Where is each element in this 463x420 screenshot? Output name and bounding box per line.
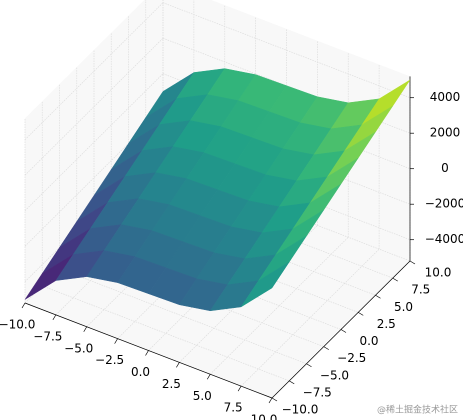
x-tick-label: 2.5 bbox=[162, 377, 181, 391]
z-tick-label: −4000 bbox=[425, 232, 463, 246]
z-tick-label: 2000 bbox=[430, 126, 461, 140]
x-tick-label: 0.0 bbox=[131, 365, 150, 379]
y-tick bbox=[358, 312, 364, 316]
grid-line bbox=[128, 199, 376, 296]
z-tick-label: −2000 bbox=[425, 197, 463, 211]
x-tick bbox=[145, 350, 149, 356]
grid-line bbox=[162, 108, 411, 205]
y-tick bbox=[375, 294, 381, 299]
y-tick bbox=[271, 397, 278, 402]
x-tick bbox=[52, 314, 57, 321]
y-tick bbox=[323, 346, 329, 350]
grid-line bbox=[145, 182, 393, 279]
x-tick-label: −2.5 bbox=[95, 353, 124, 367]
grid-line bbox=[162, 165, 411, 262]
grid-line bbox=[59, 268, 307, 365]
x-tick-label: 5.0 bbox=[193, 389, 212, 403]
x-tick bbox=[268, 397, 273, 404]
x-tick bbox=[237, 385, 242, 392]
y-tick bbox=[289, 380, 295, 385]
x-tick-label: −10.0 bbox=[0, 318, 35, 332]
y-tick bbox=[392, 277, 398, 282]
z-tick-label: 0 bbox=[441, 161, 449, 175]
x-tick bbox=[21, 302, 26, 309]
z-tick-label: 4000 bbox=[430, 90, 461, 104]
grid-line bbox=[162, 73, 411, 170]
y-tick-label: 5.0 bbox=[394, 300, 413, 314]
grid-line bbox=[76, 251, 324, 347]
y-tick-label: −10.0 bbox=[282, 403, 319, 417]
grid-line bbox=[162, 2, 411, 99]
grid-line bbox=[42, 285, 290, 382]
y-tick-label: 7.5 bbox=[411, 283, 430, 297]
y-tick-label: −2.5 bbox=[337, 351, 366, 365]
watermark: @稀土掘金技术社区 bbox=[377, 404, 458, 416]
x-tick bbox=[206, 374, 211, 380]
y-tick-label: 0.0 bbox=[359, 334, 378, 348]
y-tick-label: 2.5 bbox=[377, 317, 396, 331]
y-tick-label: −7.5 bbox=[303, 385, 332, 399]
y-tick bbox=[340, 329, 347, 333]
x-tick-label: −7.5 bbox=[33, 329, 62, 343]
x-tick bbox=[114, 338, 118, 344]
x-tick-label: −5.0 bbox=[64, 341, 93, 355]
y-tick-label: 10.0 bbox=[425, 266, 452, 280]
grid-line bbox=[162, 144, 411, 241]
grid-line bbox=[111, 217, 359, 313]
x-tick-label: 7.5 bbox=[224, 401, 243, 415]
x-tick bbox=[83, 326, 88, 332]
y-tick bbox=[409, 260, 416, 265]
y-tick-label: −5.0 bbox=[320, 368, 349, 382]
x-tick-label: 10.0 bbox=[251, 413, 278, 420]
surface-patch bbox=[240, 261, 290, 308]
y-tick bbox=[306, 363, 312, 368]
grid-line bbox=[93, 234, 342, 330]
x-tick bbox=[176, 362, 180, 368]
